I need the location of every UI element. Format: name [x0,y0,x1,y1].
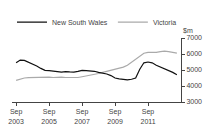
svg-text:4000: 4000 [186,82,202,89]
svg-text:Sep2003: Sep2003 [8,108,24,124]
svg-text:Sep2011: Sep2011 [140,108,155,124]
svg-text:7000: 7000 [186,34,202,41]
svg-text:New South Wales: New South Wales [52,19,108,26]
svg-text:3000: 3000 [186,98,202,105]
svg-text:5000: 5000 [186,66,202,73]
svg-text:Victoria: Victoria [153,19,176,26]
svg-text:Sep2009: Sep2009 [107,108,123,124]
svg-text:Sep2005: Sep2005 [41,108,57,124]
svg-text:Sep2007: Sep2007 [74,108,90,124]
svg-text:$m: $m [183,27,193,34]
svg-text:6000: 6000 [186,50,202,57]
